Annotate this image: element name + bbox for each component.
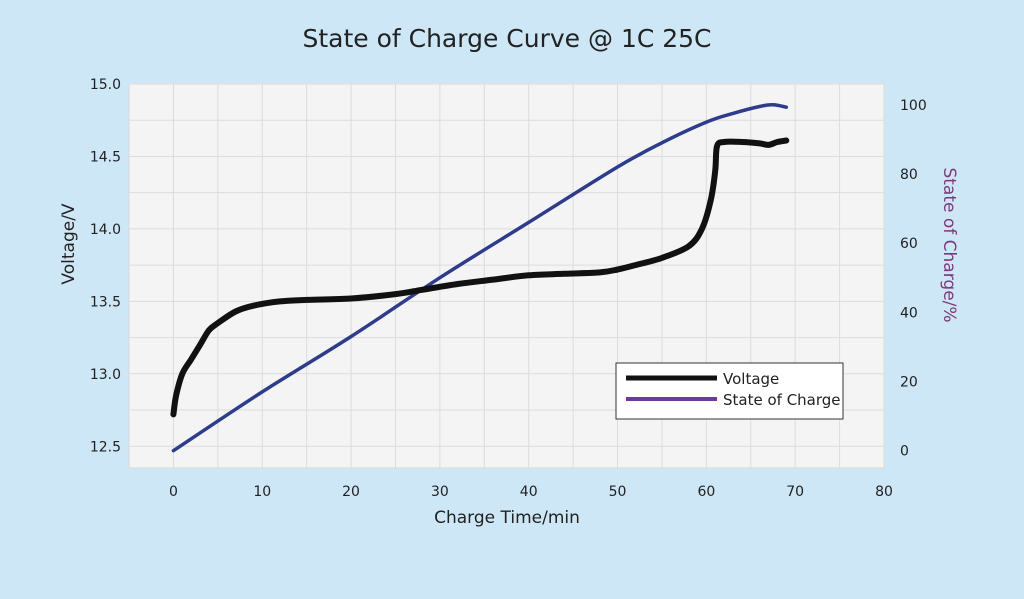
- y-tick-label: 15.0: [90, 77, 121, 93]
- x-tick-label: 40: [520, 484, 538, 500]
- x-tick-label: 0: [169, 484, 178, 500]
- y2-tick-label: 60: [900, 236, 918, 252]
- y2-tick-label: 40: [900, 305, 918, 321]
- y2-tick-label: 80: [900, 167, 918, 183]
- series-line-state-of-charge: [171, 103, 789, 453]
- legend-box: [615, 362, 844, 420]
- x-tick-label: 60: [697, 484, 715, 500]
- y2-tick-label: 20: [900, 375, 918, 391]
- y-tick-label: 14.5: [90, 149, 121, 165]
- y-axis-label: Voltage/V: [59, 203, 79, 284]
- x-tick-label: 30: [431, 484, 449, 500]
- y2-axis-label: State of Charge/%: [939, 167, 959, 322]
- series-lines: [170, 103, 790, 453]
- y-axis-ticks: 12.5 13.0 13.5 14.0 14.5 15.0: [90, 77, 121, 455]
- y-tick-label: 12.5: [90, 439, 121, 455]
- x-axis-ticks: 0 10 20 30 40 50 60 70 80: [169, 484, 893, 500]
- y2-tick-label: 0: [900, 444, 909, 460]
- x-tick-label: 70: [786, 484, 804, 500]
- x-tick-label: 20: [342, 484, 360, 500]
- series-line-voltage: [170, 137, 790, 418]
- chart-title: State of Charge Curve @ 1C 25C: [302, 24, 711, 53]
- legend-label-voltage: Voltage: [723, 370, 779, 388]
- x-tick-label: 10: [253, 484, 271, 500]
- y-tick-label: 13.5: [90, 294, 121, 310]
- y2-axis-ticks: 0 20 40 60 80 100: [900, 98, 927, 460]
- y-tick-label: 14.0: [90, 222, 121, 238]
- x-tick-label: 80: [875, 484, 893, 500]
- legend: Voltage State of Charge: [615, 362, 844, 420]
- legend-label-state-of-charge: State of Charge: [723, 391, 841, 409]
- y2-tick-label: 100: [900, 98, 927, 114]
- x-axis-label: Charge Time/min: [434, 508, 580, 528]
- y-tick-label: 13.0: [90, 367, 121, 383]
- x-tick-label: 50: [609, 484, 627, 500]
